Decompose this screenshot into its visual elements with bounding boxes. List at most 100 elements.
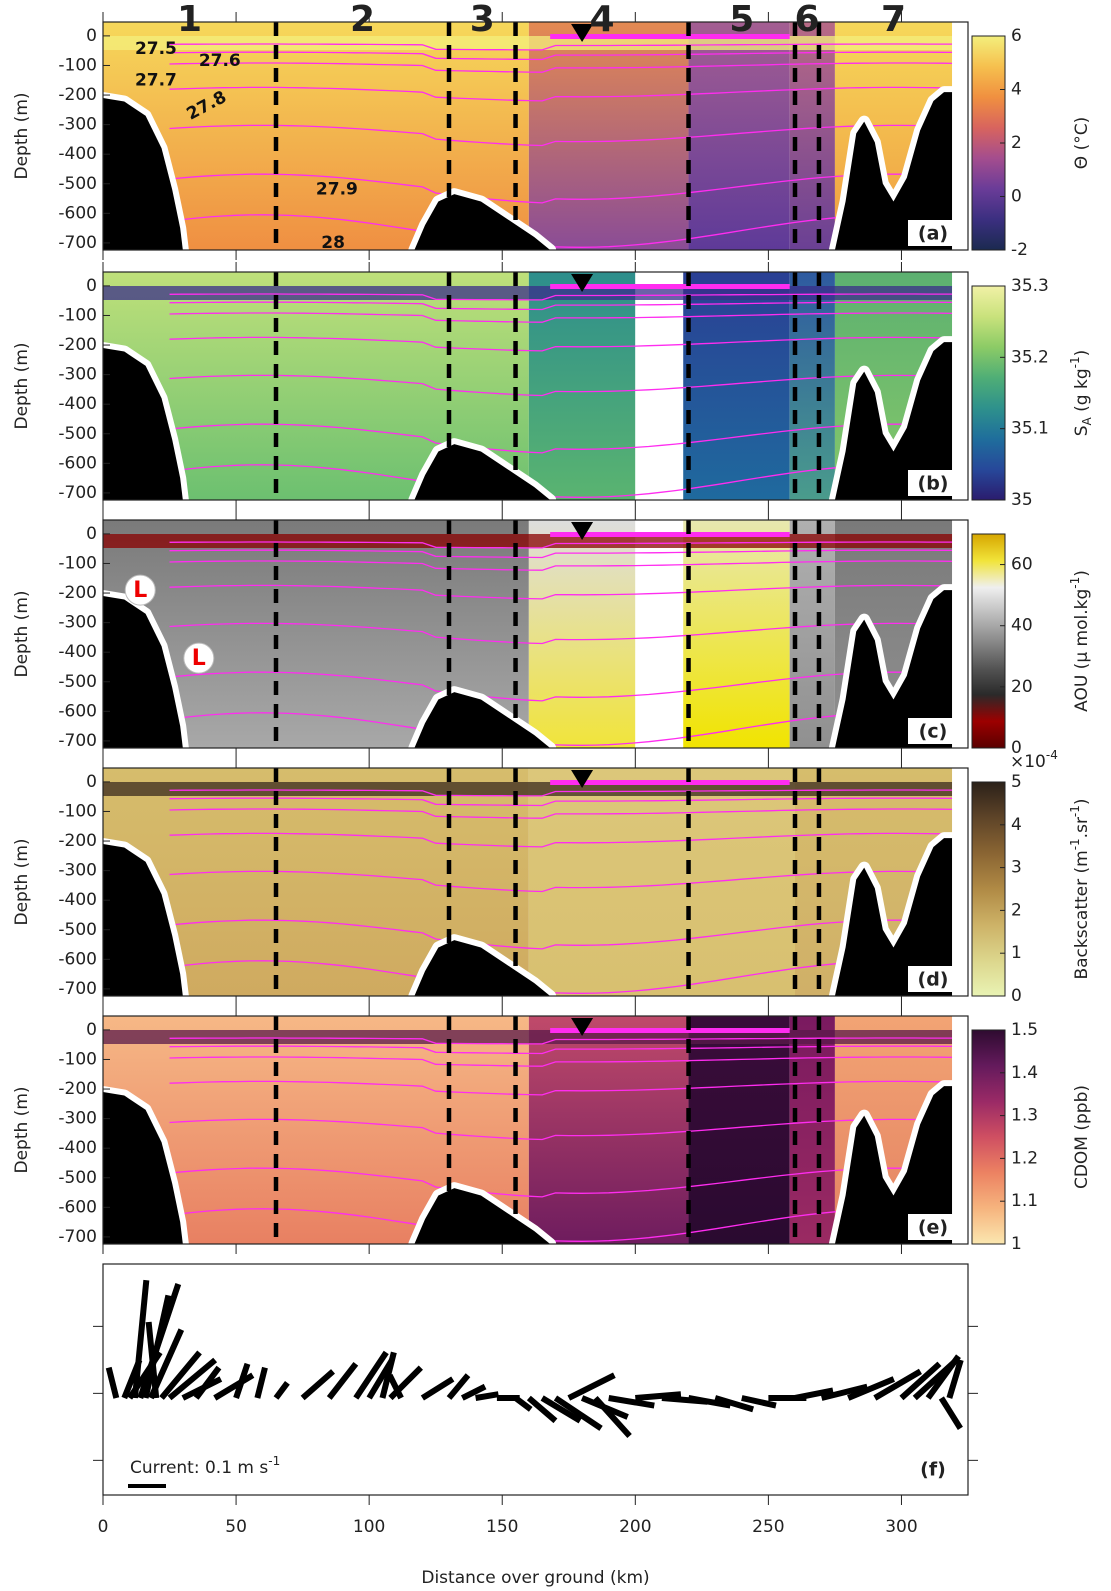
surface-layer (103, 1030, 968, 1044)
current-vector (460, 1383, 487, 1401)
section-number: 6 (794, 0, 819, 40)
colorbar-label: Backscatter (m-1.sr-1) (1068, 798, 1093, 979)
isopycnal (169, 293, 955, 301)
frame (102, 767, 969, 997)
x-tick-label: 150 (486, 1517, 518, 1537)
isopycnal (169, 541, 955, 549)
y-tick-label: -100 (58, 553, 97, 573)
isopycnal (169, 214, 955, 250)
colorbar-label: SA (g kg-1) (1068, 350, 1094, 437)
station-marker (571, 1018, 594, 1036)
colorbar-multiplier-part: -4 (1046, 748, 1058, 762)
y-tick-label: -300 (58, 365, 97, 385)
section-number: 3 (470, 0, 495, 40)
colorbar (971, 781, 1006, 997)
current-vector (688, 1395, 731, 1409)
scale-label: Current: 0.1 m s-1 (130, 1454, 280, 1479)
current-vector (540, 1395, 582, 1424)
x-tick-label: 100 (353, 1517, 385, 1537)
y-tick-label: -400 (58, 642, 97, 662)
current-vector (387, 1373, 404, 1400)
isopycnal (169, 1167, 955, 1198)
bathymetry (103, 838, 189, 996)
isopycnal (169, 1037, 955, 1045)
isopycnal-label: 27.6 (199, 51, 241, 71)
colorbar-label: Θ (°C) (1072, 117, 1092, 169)
y-tick-label: 0 (86, 1020, 97, 1040)
no-data (952, 272, 968, 500)
y-tick-label: -100 (58, 801, 97, 821)
current-vector (193, 1365, 222, 1400)
bathymetry (103, 1086, 189, 1244)
field-region (528, 272, 636, 500)
isopycnal (169, 374, 955, 397)
current-vector (300, 1369, 335, 1401)
no-data (952, 520, 968, 748)
current-vector (475, 1391, 499, 1401)
colorbar-tick-label: 1 (1011, 1234, 1022, 1254)
station-marker (571, 770, 594, 788)
panel-label: (c) (919, 721, 948, 743)
current-vector (820, 1383, 868, 1401)
isopycnal (169, 51, 955, 61)
bathymetry (103, 92, 189, 250)
scale-label-part: -1 (268, 1454, 280, 1468)
colorbar-label-part: (g kg (1072, 368, 1092, 417)
station-marker (571, 522, 594, 540)
surface-layer (103, 534, 968, 548)
isopycnal-label: 27.5 (135, 39, 177, 59)
colorbar-tick-label: 60 (1011, 555, 1033, 575)
isopycnal (169, 584, 955, 600)
bathymetry (103, 590, 189, 748)
y-axis-label: Depth (m) (12, 92, 32, 179)
x-tick-label: 50 (225, 1517, 247, 1537)
y-tick-label: -500 (58, 672, 97, 692)
colorbar-label-part: .sr (1072, 817, 1092, 838)
colorbar-tick-label: 4 (1011, 80, 1022, 100)
surface-isopycnals (550, 284, 790, 289)
no-data (952, 22, 968, 250)
current-vector (714, 1395, 755, 1413)
isopycnal (169, 43, 955, 51)
isopycnal (169, 173, 955, 204)
section-number: 2 (350, 0, 375, 40)
y-tick-label: 0 (86, 524, 97, 544)
current-vector (142, 1294, 172, 1399)
isopycnal (169, 671, 955, 702)
isopycnal (169, 1080, 955, 1096)
y-axis-label: Depth (m) (12, 1086, 32, 1173)
isopycnal (169, 622, 955, 645)
colorbar-label-part: ) (1072, 350, 1092, 357)
isopycnal (169, 1118, 955, 1141)
current-vector (131, 1279, 150, 1399)
colorbar-tick-label: 35.1 (1011, 419, 1049, 439)
y-tick-label: -500 (58, 1168, 97, 1188)
colorbar-label-part: -1 (1068, 577, 1082, 589)
annotation: L (192, 646, 206, 671)
isopycnal (169, 312, 955, 323)
y-tick-label: -200 (58, 85, 97, 105)
section-number: 1 (177, 0, 202, 40)
colorbar-tick-label: 2 (1011, 900, 1022, 920)
scale-label-part: Current: 0.1 m s (130, 1458, 268, 1478)
colorbar-tick-label: 1.4 (1011, 1063, 1038, 1083)
y-tick-label: -200 (58, 1079, 97, 1099)
isopycnal (169, 1045, 955, 1055)
colorbar-label-part: -1 (1068, 838, 1082, 850)
frame (102, 1263, 969, 1496)
isopycnal (169, 336, 955, 352)
y-axis-label: Depth (m) (12, 838, 32, 925)
isopycnal (169, 797, 955, 807)
current-vector (938, 1396, 963, 1430)
panel-label: (e) (918, 1217, 948, 1239)
current-vector (593, 1395, 632, 1439)
frame (102, 21, 969, 251)
current-vector (273, 1381, 290, 1400)
y-tick-label: -500 (58, 424, 97, 444)
current-vector (847, 1376, 895, 1401)
annotation: L (133, 578, 147, 603)
y-tick-label: -700 (58, 233, 97, 253)
isopycnal (169, 124, 955, 147)
panel-label: (a) (918, 223, 948, 245)
colorbar (971, 533, 1006, 749)
